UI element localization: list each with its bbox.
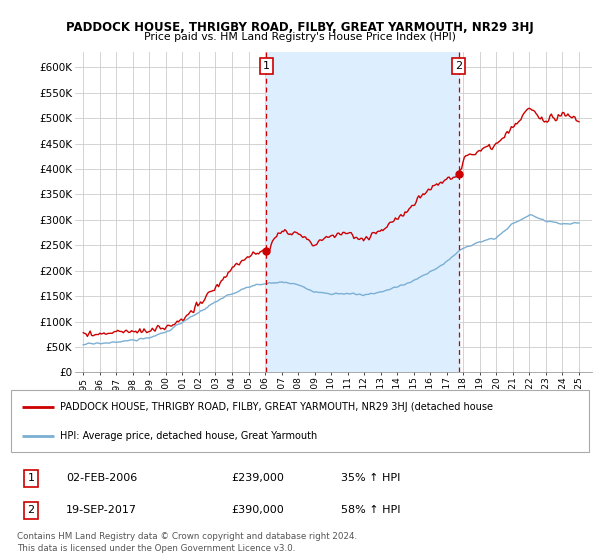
Text: 58% ↑ HPI: 58% ↑ HPI	[341, 505, 400, 515]
FancyBboxPatch shape	[11, 390, 589, 452]
Text: HPI: Average price, detached house, Great Yarmouth: HPI: Average price, detached house, Grea…	[60, 431, 317, 441]
Text: £390,000: £390,000	[231, 505, 284, 515]
Text: 19-SEP-2017: 19-SEP-2017	[66, 505, 137, 515]
Text: PADDOCK HOUSE, THRIGBY ROAD, FILBY, GREAT YARMOUTH, NR29 3HJ (detached house: PADDOCK HOUSE, THRIGBY ROAD, FILBY, GREA…	[60, 402, 493, 412]
Bar	[266, 52, 458, 372]
Text: Contains HM Land Registry data © Crown copyright and database right 2024.
This d: Contains HM Land Registry data © Crown c…	[17, 531, 357, 553]
Text: 2: 2	[455, 61, 462, 71]
Text: Price paid vs. HM Land Registry's House Price Index (HPI): Price paid vs. HM Land Registry's House …	[144, 32, 456, 43]
Text: 1: 1	[28, 473, 35, 483]
Text: PADDOCK HOUSE, THRIGBY ROAD, FILBY, GREAT YARMOUTH, NR29 3HJ: PADDOCK HOUSE, THRIGBY ROAD, FILBY, GREA…	[66, 21, 534, 34]
Text: 02-FEB-2006: 02-FEB-2006	[66, 473, 137, 483]
Text: 2: 2	[28, 505, 35, 515]
Text: £239,000: £239,000	[231, 473, 284, 483]
Text: 35% ↑ HPI: 35% ↑ HPI	[341, 473, 400, 483]
Text: 1: 1	[263, 61, 270, 71]
